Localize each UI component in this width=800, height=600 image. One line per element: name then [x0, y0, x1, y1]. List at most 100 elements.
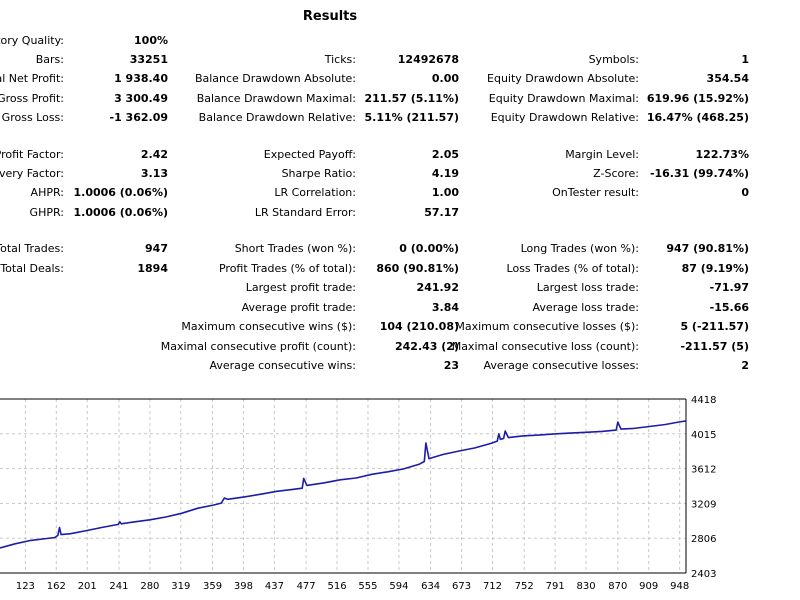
value-maximal-consecutive-loss: -211.57 (5): [680, 340, 749, 353]
value-equity-dd-maximal: 619.96 (15.92%): [646, 92, 749, 105]
label-total-net-profit: otal Net Profit:: [0, 72, 64, 85]
x-tick-label: 201: [78, 581, 97, 592]
value-margin-level: 122.73%: [695, 148, 749, 161]
label-largest-loss-trade: Largest loss trade:: [536, 281, 639, 294]
value-ahpr: 1.0006 (0.06%): [73, 186, 169, 199]
x-tick-label: 830: [577, 581, 596, 592]
label-total-deals: Total Deals:: [0, 262, 64, 275]
label-recovery-factor: covery Factor:: [0, 167, 64, 180]
label-long-trades: Long Trades (won %):: [520, 242, 639, 255]
value-gross-profit: 3 300.49: [114, 92, 168, 105]
value-average-profit-trade: 3.84: [431, 301, 459, 314]
label-largest-profit-trade: Largest profit trade:: [245, 281, 356, 294]
label-short-trades: Short Trades (won %):: [234, 242, 356, 255]
value-lr-standard-error: 57.17: [424, 206, 459, 219]
x-tick-label: 594: [389, 581, 408, 592]
x-tick-label: 948: [670, 581, 689, 592]
value-equity-dd-absolute: 354.54: [706, 72, 749, 85]
label-equity-dd-absolute: Equity Drawdown Absolute:: [487, 72, 639, 85]
value-largest-profit-trade: 241.92: [416, 281, 459, 294]
label-symbols: Symbols:: [588, 53, 639, 66]
label-profit-trades: Profit Trades (% of total):: [218, 262, 356, 275]
label-equity-dd-relative: Equity Drawdown Relative:: [490, 111, 639, 124]
label-maximal-consecutive-loss: Maximal consecutive loss (count):: [451, 340, 639, 353]
balance-chart: 123 162 201 241 280 319 359 398 437 477 516 555 594 6…: [0, 395, 716, 592]
value-recovery-factor: 3.13: [140, 167, 168, 180]
x-tick-label: 909: [639, 581, 658, 592]
label-max-consecutive-wins: Maximum consecutive wins ($):: [181, 320, 356, 333]
x-tick-label: 359: [203, 581, 222, 592]
label-average-consecutive-wins: Average consecutive wins:: [209, 359, 356, 372]
value-short-trades: 0 (0.00%): [399, 242, 459, 255]
results-title: Results: [302, 9, 358, 24]
x-tick-label: 477: [297, 581, 316, 592]
value-history-quality: 100%: [134, 34, 168, 47]
value-gross-loss: -1 362.09: [109, 111, 169, 124]
value-balance-dd-maximal: 211.57 (5.11%): [364, 92, 460, 105]
value-ticks: 12492678: [397, 53, 459, 66]
label-loss-trades: Loss Trades (% of total):: [506, 262, 639, 275]
value-total-trades: 947: [145, 242, 168, 255]
label-max-consecutive-losses: Maximum consecutive losses ($):: [455, 320, 639, 333]
label-gross-loss: Gross Loss:: [1, 111, 64, 124]
value-balance-dd-absolute: 0.00: [431, 72, 459, 85]
x-tick-label: 555: [358, 581, 377, 592]
value-symbols: 1: [741, 53, 749, 66]
label-maximal-consecutive-profit: Maximal consecutive profit (count):: [160, 340, 356, 353]
value-balance-dd-relative: 5.11% (211.57): [364, 111, 460, 124]
label-balance-dd-maximal: Balance Drawdown Maximal:: [196, 92, 356, 105]
x-tick-label: 752: [515, 581, 534, 592]
value-total-deals: 1894: [137, 262, 168, 275]
value-total-net-profit: 1 938.40: [114, 72, 168, 85]
x-tick-label: 319: [171, 581, 190, 592]
x-tick-label: 516: [328, 581, 347, 592]
label-average-profit-trade: Average profit trade:: [241, 301, 356, 314]
y-tick-label: 3612: [691, 465, 716, 476]
value-ghpr: 1.0006 (0.06%): [73, 206, 169, 219]
label-equity-dd-maximal: Equity Drawdown Maximal:: [488, 92, 639, 105]
y-tick-label: 2806: [691, 534, 716, 545]
value-z-score: -16.31 (99.74%): [649, 167, 749, 180]
label-z-score: Z-Score:: [593, 167, 639, 180]
value-lr-correlation: 1.00: [431, 186, 459, 199]
x-tick-label: 162: [47, 581, 66, 592]
label-bars: Bars:: [35, 53, 64, 66]
value-profit-factor: 2.42: [140, 148, 168, 161]
label-margin-level: Margin Level:: [565, 148, 639, 161]
x-tick-label: 437: [265, 581, 284, 592]
label-ontester-result: OnTester result:: [552, 186, 639, 199]
value-largest-loss-trade: -71.97: [709, 281, 749, 294]
label-sharpe-ratio: Sharpe Ratio:: [281, 167, 356, 180]
label-balance-dd-relative: Balance Drawdown Relative:: [198, 111, 356, 124]
value-loss-trades: 87 (9.19%): [681, 262, 749, 275]
value-long-trades: 947 (90.81%): [666, 242, 749, 255]
x-tick-label: 870: [608, 581, 627, 592]
value-ontester-result: 0: [741, 186, 749, 199]
value-average-consecutive-losses: 2: [741, 359, 749, 372]
value-bars: 33251: [129, 53, 168, 66]
value-equity-dd-relative: 16.47% (468.25): [646, 111, 749, 124]
label-ticks: Ticks:: [324, 53, 356, 66]
label-lr-correlation: LR Correlation:: [274, 186, 356, 199]
label-balance-dd-absolute: Balance Drawdown Absolute:: [194, 72, 356, 85]
value-maximal-consecutive-profit: 242.43 (2): [395, 340, 459, 353]
label-gross-profit: Gross Profit:: [0, 92, 64, 105]
value-max-consecutive-losses: 5 (-211.57): [680, 320, 749, 333]
y-tick-label: 3209: [691, 499, 716, 510]
y-tick-label: 4418: [691, 395, 716, 406]
label-history-quality: istory Quality:: [0, 34, 64, 47]
label-expected-payoff: Expected Payoff:: [263, 148, 356, 161]
label-profit-factor: Profit Factor:: [0, 148, 64, 161]
balance-line: [0, 420, 687, 549]
x-tick-label: 712: [483, 581, 502, 592]
x-tick-label: 280: [140, 581, 159, 592]
value-profit-trades: 860 (90.81%): [376, 262, 459, 275]
label-ahpr: AHPR:: [30, 186, 64, 199]
value-average-loss-trade: -15.66: [709, 301, 749, 314]
value-expected-payoff: 2.05: [431, 148, 459, 161]
value-max-consecutive-wins: 104 (210.08): [379, 320, 459, 333]
x-tick-label: 673: [452, 581, 471, 592]
label-average-loss-trade: Average loss trade:: [532, 301, 639, 314]
label-lr-standard-error: LR Standard Error:: [254, 206, 356, 219]
y-tick-label: 2403: [691, 569, 716, 580]
